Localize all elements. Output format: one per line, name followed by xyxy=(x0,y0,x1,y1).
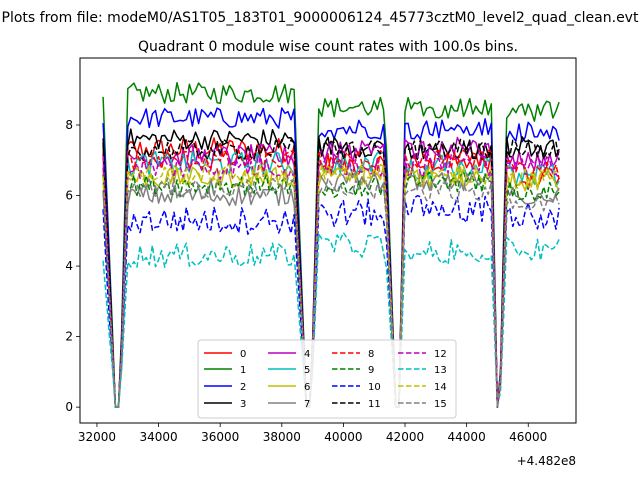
figure-suptitle: Plots from file: modeM0/AS1T05_183T01_90… xyxy=(2,10,639,26)
legend-label-0: 0 xyxy=(240,349,246,360)
legend-label-13: 13 xyxy=(434,365,447,376)
series-line-12 xyxy=(102,151,560,408)
legend-label-5: 5 xyxy=(304,365,310,376)
legend-label-15: 15 xyxy=(434,399,447,410)
series-line-15 xyxy=(102,177,560,408)
x-tick-label: 42000 xyxy=(386,430,424,444)
series-line-10 xyxy=(102,194,560,408)
x-tick-label: 40000 xyxy=(324,430,362,444)
x-offset-text: +4.482e8 xyxy=(517,454,576,468)
series-line-9 xyxy=(102,171,560,408)
y-tick-label: 0 xyxy=(65,400,73,414)
x-tick-label: 46000 xyxy=(509,430,547,444)
legend-label-10: 10 xyxy=(368,382,381,393)
x-tick-label: 38000 xyxy=(263,430,301,444)
y-axis: 0 2 4 6 8 xyxy=(65,118,80,414)
legend-label-11: 11 xyxy=(368,399,381,410)
y-tick-label: 2 xyxy=(65,330,73,344)
x-tick-label: 34000 xyxy=(139,430,177,444)
legend-label-8: 8 xyxy=(368,349,374,360)
legend-label-4: 4 xyxy=(304,349,310,360)
chart-title: Quadrant 0 module wise count rates with … xyxy=(138,39,518,55)
legend-label-6: 6 xyxy=(304,382,310,393)
series-line-11 xyxy=(102,138,560,408)
legend-label-9: 9 xyxy=(368,365,374,376)
y-tick-label: 4 xyxy=(65,259,73,273)
legend-label-2: 2 xyxy=(240,382,246,393)
y-tick-label: 8 xyxy=(65,118,73,132)
legend-label-1: 1 xyxy=(240,365,246,376)
x-axis: 32000 34000 36000 38000 40000 42000 44000 46000 xyxy=(78,423,547,444)
legend-label-7: 7 xyxy=(304,399,310,410)
plot-series-layer xyxy=(102,82,560,408)
x-tick-label: 36000 xyxy=(201,430,239,444)
series-line-1 xyxy=(102,82,560,408)
x-tick-label: 44000 xyxy=(448,430,486,444)
legend-label-12: 12 xyxy=(434,349,447,360)
legend-frame xyxy=(197,339,457,419)
y-tick-label: 6 xyxy=(65,189,73,203)
axes-frame xyxy=(79,57,577,424)
series-line-13 xyxy=(102,231,560,408)
legend-label-3: 3 xyxy=(240,399,246,410)
x-tick-label: 32000 xyxy=(78,430,116,444)
series-line-2 xyxy=(102,107,560,408)
series-line-14 xyxy=(102,163,560,408)
legend-label-14: 14 xyxy=(434,382,447,393)
